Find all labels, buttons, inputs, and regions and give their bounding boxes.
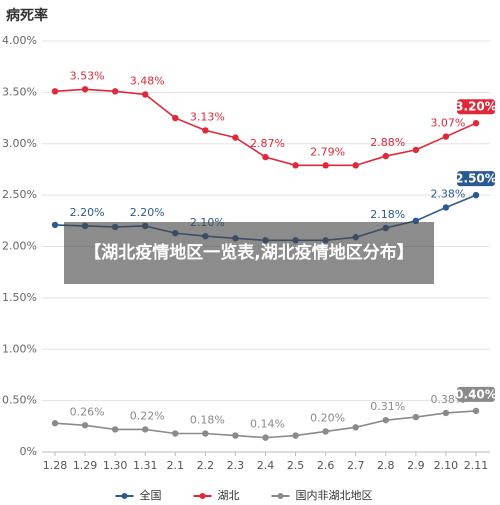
banner: 【湖北疫情地区一览表,湖北疫情地区分布】 <box>64 222 434 284</box>
y-tick-label: 0.50% <box>2 394 37 407</box>
data-label: 0.14% <box>250 418 285 431</box>
data-label: 0.38% <box>430 393 465 406</box>
x-tick-label: 2.3 <box>227 459 245 472</box>
data-point <box>81 86 89 93</box>
data-label: 3.48% <box>130 74 165 87</box>
data-point <box>262 153 269 161</box>
data-point <box>382 416 389 424</box>
data-point <box>232 432 239 439</box>
data-point <box>172 114 179 122</box>
x-tick-label: 2.8 <box>377 459 395 472</box>
data-label: 3.53% <box>70 69 105 82</box>
data-label: 2.38% <box>430 187 465 200</box>
x-tick-label: 1.31 <box>133 459 158 472</box>
legend-label: 国内非湖北地区 <box>296 488 373 502</box>
data-point <box>472 120 480 127</box>
x-tick-label: 2.4 <box>257 459 275 472</box>
data-point <box>472 407 480 415</box>
y-tick-label: 3.50% <box>2 85 37 98</box>
data-label: 0.26% <box>70 405 105 418</box>
data-point <box>202 127 209 134</box>
data-point <box>202 430 209 437</box>
data-label: 2.79% <box>310 145 345 158</box>
data-label: 2.20% <box>130 206 165 219</box>
legend-marker <box>199 493 206 499</box>
x-tick-label: 2.1 <box>167 459 185 472</box>
data-label: 0.18% <box>190 414 225 427</box>
data-point <box>172 430 179 437</box>
label-badge <box>457 99 495 115</box>
legend-label: 全国 <box>140 488 162 502</box>
data-label: 2.88% <box>370 136 405 149</box>
data-point <box>472 191 480 199</box>
x-tick-label: 1.29 <box>73 459 98 472</box>
y-tick-label: 3.00% <box>2 137 37 150</box>
data-label: 3.07% <box>430 117 465 130</box>
data-point <box>322 428 329 435</box>
y-tick-label: 2.50% <box>2 188 37 201</box>
data-point <box>442 409 450 417</box>
data-label: 3.13% <box>190 110 225 123</box>
data-point <box>442 204 450 211</box>
data-label: 0.20% <box>310 411 345 424</box>
data-point <box>51 221 59 229</box>
data-point <box>412 413 420 421</box>
x-tick-label: 2.2 <box>197 459 215 472</box>
y-tick-label: 1.00% <box>2 342 37 355</box>
data-label: 0.40% <box>455 387 497 401</box>
data-point <box>232 134 239 141</box>
x-tick-label: 1.30 <box>103 459 128 472</box>
data-point <box>51 420 59 427</box>
legend-marker <box>277 493 284 499</box>
legend-label: 湖北 <box>218 489 240 502</box>
x-tick-label: 2.7 <box>347 459 365 472</box>
label-badge <box>457 171 495 187</box>
data-point <box>352 424 359 431</box>
x-tick-label: 2.5 <box>287 459 305 472</box>
data-label: 3.20% <box>455 100 497 114</box>
y-tick-label: 2.00% <box>2 240 37 253</box>
data-label: 2.18% <box>370 208 405 221</box>
chart-title: 病死率 <box>6 7 48 24</box>
y-tick-label: 4.00% <box>2 34 37 47</box>
y-tick-label: 0% <box>20 445 37 458</box>
data-point <box>292 432 299 439</box>
data-point <box>322 162 329 169</box>
y-tick-label: 1.50% <box>2 291 37 304</box>
data-point <box>412 146 420 154</box>
data-point <box>352 162 359 169</box>
x-tick-label: 2.10 <box>434 459 459 472</box>
data-point <box>81 422 89 429</box>
x-tick-label: 1.28 <box>43 459 68 472</box>
data-point <box>262 434 269 441</box>
data-point <box>111 88 119 95</box>
data-label: 0.22% <box>130 409 165 422</box>
x-tick-label: 2.9 <box>407 459 425 472</box>
data-label: 2.50% <box>455 172 497 186</box>
data-point <box>51 88 59 95</box>
data-point <box>382 152 389 160</box>
label-badge <box>457 386 495 402</box>
data-label: 2.87% <box>250 137 285 150</box>
x-tick-label: 2.6 <box>317 459 335 472</box>
data-label: 2.20% <box>70 206 105 219</box>
data-point <box>442 133 450 140</box>
data-point <box>142 91 149 98</box>
data-label: 0.31% <box>370 400 405 413</box>
x-tick-label: 2.11 <box>464 459 489 472</box>
data-point <box>292 162 299 169</box>
legend-marker <box>121 493 128 499</box>
data-point <box>111 426 119 433</box>
data-point <box>142 426 149 433</box>
